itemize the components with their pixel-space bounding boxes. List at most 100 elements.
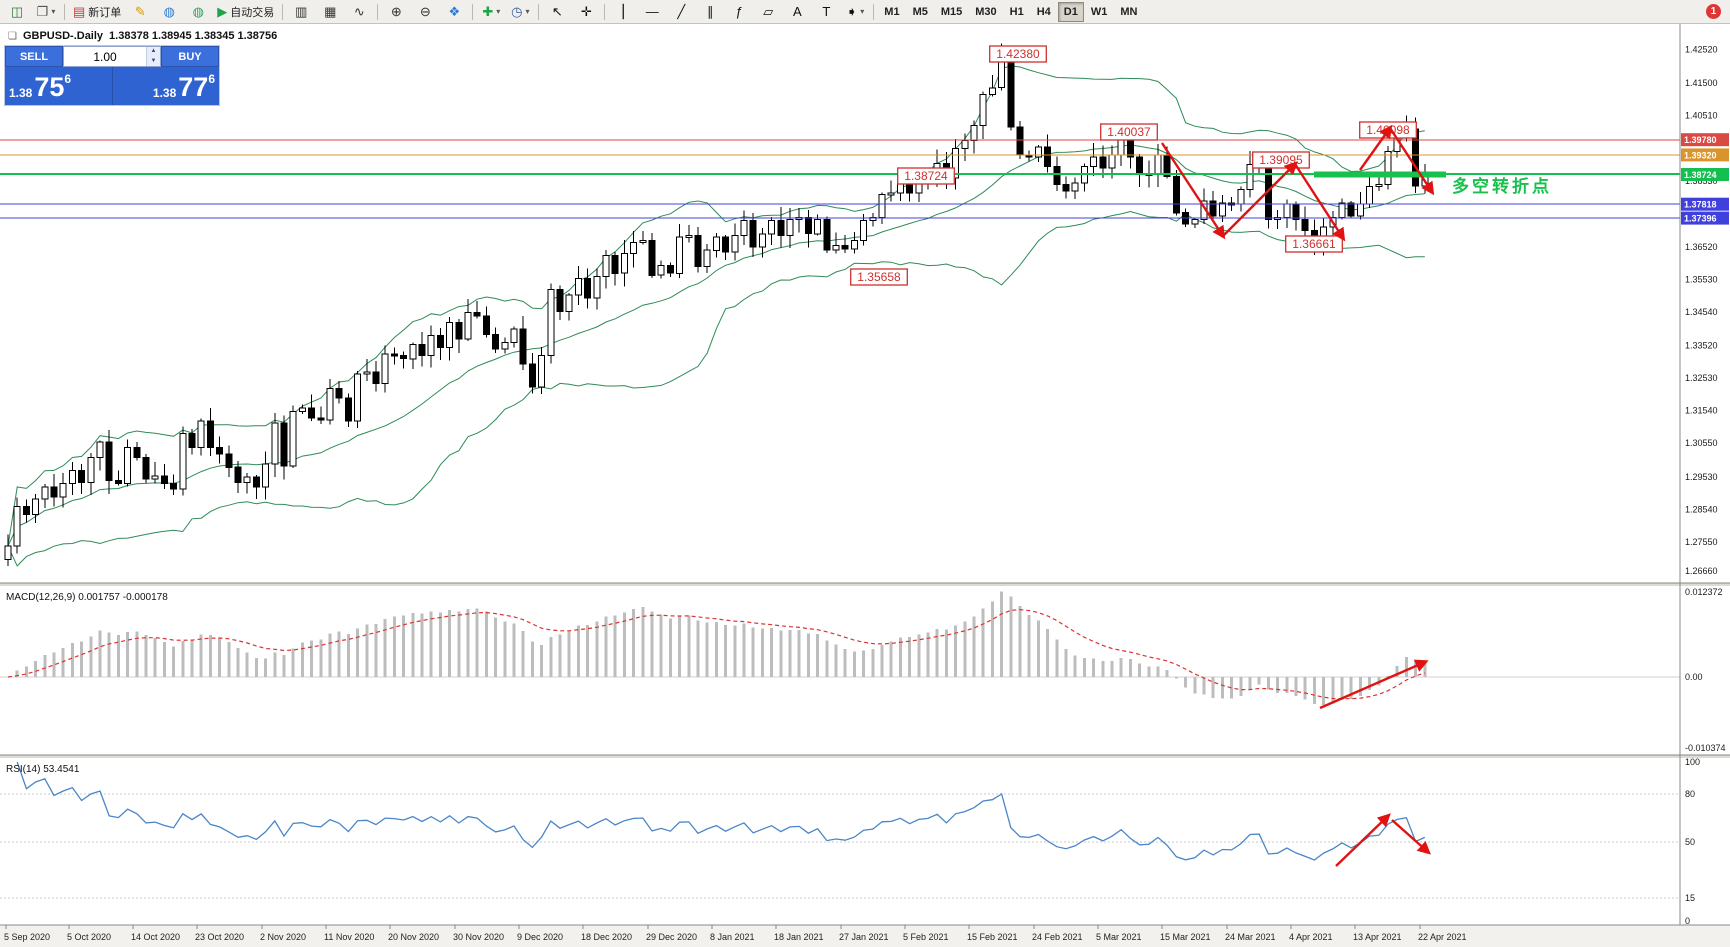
buy-button[interactable]: BUY [161,46,219,67]
rsi-axis-label: 0 [1685,916,1690,926]
candle-body [188,433,196,449]
candle-body [758,233,766,248]
zoom-in-icon[interactable]: ⊕ [382,1,410,23]
price-tag-label: 1.39320 [1684,150,1717,160]
price-callout-text[interactable]: 1.35658 [857,270,901,284]
market-icon[interactable]: ◍ [155,1,183,23]
timeframe-W1[interactable]: W1 [1085,2,1114,22]
shapes-icon[interactable]: ▱ [754,1,782,23]
fibonacci-icon[interactable]: ƒ [725,1,753,23]
trend-arrow[interactable] [1391,819,1431,855]
candle-body [1172,176,1180,214]
trade-panel-prices: 1.38 75 6 1.38 77 6 [5,67,219,105]
timeframe-H4[interactable]: H4 [1031,2,1057,22]
tile-windows-icon[interactable]: ❖ [440,1,468,23]
candle-body [722,236,730,253]
candle-body [666,264,674,274]
candlestick-chart-icon[interactable]: ▦ [316,1,344,23]
sell-button[interactable]: SELL [5,46,63,67]
time-label: 18 Jan 2021 [774,932,824,942]
candle-body [814,218,822,235]
arrows-icon[interactable]: ➧ ▾ [841,1,869,23]
candle-body [160,475,168,485]
new-order-button[interactable]: ▤ 新订单 [69,1,125,23]
trend-arrow[interactable] [1293,163,1346,242]
candle-body [768,220,776,235]
candle-body [1356,203,1364,217]
trend-arrow[interactable] [1319,659,1429,710]
lot-increase-button[interactable]: ▲ [147,47,160,57]
timeframe-M30[interactable]: M30 [969,2,1002,22]
vertical-line-icon[interactable]: ⎮ [609,1,637,23]
line-chart-icon[interactable]: ∿ [345,1,373,23]
price-callout-text[interactable]: 1.38724 [904,169,948,183]
price-callout-box[interactable] [989,45,1047,63]
candle-body [105,441,113,481]
timeframe-D1[interactable]: D1 [1057,1,1084,22]
notification-badge[interactable]: 1 [1706,4,1721,19]
trend-arrow[interactable] [1160,142,1226,240]
new-order-button-label: 新订单 [88,6,122,19]
text-label-icon[interactable]: T [812,1,840,23]
lot-size-control: ▲ ▼ [63,46,161,67]
price-callout-text[interactable]: 1.40037 [1107,125,1151,139]
time-scale-bg[interactable] [0,925,1730,947]
text-icon[interactable]: A [783,1,811,23]
price-scale[interactable]: 1.425201.415001.405101.385301.365201.355… [1681,45,1729,926]
timeframe-M5[interactable]: M5 [907,2,934,22]
signals-icon[interactable]: ◍ [184,1,212,23]
sell-price-pips: 75 [34,72,65,102]
panel-separator[interactable] [0,755,1730,758]
timeframe-M30-label: M30 [975,5,997,18]
time-label: 2 Nov 2020 [260,932,306,942]
zoom-out-icon[interactable]: ⊖ [411,1,439,23]
cursor-icon[interactable]: ↖ [543,1,571,23]
lot-decrease-button[interactable]: ▼ [147,56,160,66]
time-label: 15 Feb 2021 [967,932,1018,942]
candle-body [124,447,132,485]
rsi-axis-label: 50 [1685,837,1695,847]
price-tag-label: 1.37396 [1684,214,1717,224]
candle-body [1090,156,1098,168]
turning-point-note[interactable]: 多空转折点 [1452,176,1552,196]
metaeditor-icon[interactable]: ✎ [126,1,154,23]
new-chart-icon[interactable]: ◫ [3,1,31,23]
crosshair-icon: ✛ [580,4,592,19]
trend-arrow[interactable] [1222,161,1298,237]
trend-arrow[interactable] [1359,124,1393,171]
panel-separator[interactable] [0,583,1730,586]
candle-body [372,371,380,385]
price-callout-box[interactable] [850,268,908,286]
timeframe-MN[interactable]: MN [1114,2,1143,22]
chart-profiles-icon[interactable]: ❐ ▾ [32,1,60,23]
bar-chart-icon[interactable]: ▥ [287,1,315,23]
buy-price[interactable]: 1.38 77 6 [111,67,220,105]
crosshair-icon[interactable]: ✛ [572,1,600,23]
candle-body [850,239,858,250]
turning-point-bar[interactable] [1314,171,1446,178]
trendline-icon[interactable]: ╱ [667,1,695,23]
price-callout-text[interactable]: 1.36661 [1292,237,1336,251]
timeframe-M1[interactable]: M1 [878,2,905,22]
candle-body [142,456,150,480]
horizontal-line-icon[interactable]: — [638,1,666,23]
sell-price[interactable]: 1.38 75 6 [5,67,112,105]
timeframe-H1[interactable]: H1 [1004,2,1030,22]
indicators-icon[interactable]: ✚ ▾ [477,1,505,23]
price-callout-text[interactable]: 1.42380 [996,47,1040,61]
lot-size-input[interactable] [64,47,146,66]
price-callout-box[interactable] [897,167,955,185]
timeframe-M15[interactable]: M15 [935,2,968,22]
price-callout-box[interactable] [1100,123,1158,141]
price-callout-box[interactable] [1285,235,1343,253]
time-scale[interactable]: 5 Sep 2020 5 Oct 2020 14 Oct 2020 23 Oct 20… [0,924,1730,947]
trend-arrow[interactable] [1335,813,1391,867]
autotrading-button[interactable]: ▶ 自动交易 [213,1,278,23]
panel-separators[interactable] [0,24,1730,925]
price-tag-label: 1.37818 [1684,200,1717,210]
periods-icon[interactable]: ◷ ▾ [506,1,534,23]
channel-icon[interactable]: ∥ [696,1,724,23]
trend-arrow[interactable] [1388,127,1435,196]
